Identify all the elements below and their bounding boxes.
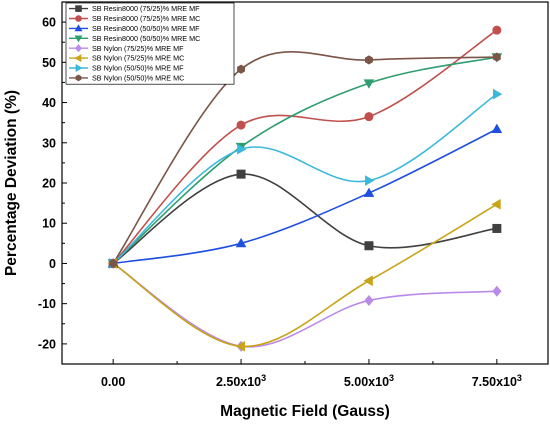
data-point bbox=[237, 143, 247, 155]
legend-label: SB Nylon (50/50)% MRE MF bbox=[92, 64, 184, 73]
series-markers-5 bbox=[108, 257, 502, 352]
x-tick-label: 7.50x103 bbox=[472, 373, 522, 389]
y-tick-label: 40 bbox=[42, 96, 56, 110]
series-4 bbox=[112, 56, 498, 265]
x-axis-title: Magnetic Field (Gauss) bbox=[220, 403, 390, 420]
data-point bbox=[236, 120, 246, 130]
series-line bbox=[112, 262, 497, 348]
legend-swatch-marker bbox=[75, 5, 82, 12]
y-tick-label: 0 bbox=[49, 257, 56, 271]
series-line bbox=[112, 93, 498, 265]
legend-swatch-marker bbox=[74, 24, 83, 32]
data-point bbox=[365, 55, 373, 65]
series-line bbox=[113, 128, 498, 265]
legend-label: SB Resin8000 (50/50)% MRE MF bbox=[92, 24, 200, 33]
legend-box bbox=[65, 2, 235, 85]
data-point bbox=[365, 175, 375, 186]
y-tick-label: 60 bbox=[42, 16, 56, 30]
data-point bbox=[235, 237, 247, 248]
series-line bbox=[112, 203, 498, 348]
series-7 bbox=[112, 93, 498, 265]
series-line bbox=[112, 29, 498, 264]
y-tick-label: 50 bbox=[42, 56, 56, 70]
legend-entry: SB Nylon (50/50)% MRE MC bbox=[69, 74, 184, 83]
legend-swatch-marker bbox=[75, 15, 82, 22]
legend-entry: SB Resin8000 (50/50)% MRE MC bbox=[69, 34, 200, 43]
data-point bbox=[492, 223, 502, 233]
data-point bbox=[491, 198, 501, 210]
data-point bbox=[237, 64, 245, 74]
legend-entry: SB Resin8000 (50/50)% MRE MF bbox=[69, 24, 200, 33]
legend-swatch-marker bbox=[75, 44, 82, 53]
legend-entry: SB Nylon (50/50)% MRE MF bbox=[69, 64, 184, 73]
data-point bbox=[235, 340, 245, 352]
data-point bbox=[491, 123, 503, 133]
x-tick-label: 5.00x103 bbox=[344, 373, 394, 389]
y-tick-label: -10 bbox=[38, 297, 56, 311]
series-2 bbox=[112, 29, 498, 264]
legend-label: SB Resin8000 (50/50)% MRE MC bbox=[92, 34, 200, 43]
y-axis-ticks: -20 -10 0 10 20 30 40 50 60 bbox=[38, 1, 67, 365]
series-line bbox=[112, 56, 498, 265]
data-point bbox=[492, 52, 501, 62]
legend-entry: SB Nylon (75/25)% MRE MF bbox=[69, 44, 184, 53]
series-5 bbox=[112, 262, 497, 348]
series-markers-6 bbox=[107, 198, 501, 352]
legend-swatch-marker bbox=[74, 54, 82, 63]
series-line bbox=[112, 51, 497, 264]
series-8 bbox=[112, 51, 497, 264]
series-1 bbox=[112, 173, 497, 265]
data-point bbox=[364, 241, 374, 251]
legend-label: SB Nylon (50/50)% MRE MC bbox=[92, 74, 184, 83]
series-markers-3 bbox=[107, 123, 503, 268]
legend-swatch-marker bbox=[75, 74, 82, 82]
data-point bbox=[236, 169, 246, 179]
y-tick-label: 30 bbox=[42, 136, 56, 150]
y-tick-label: 10 bbox=[42, 217, 56, 231]
y-tick-label: 20 bbox=[42, 177, 56, 191]
series-layer bbox=[107, 25, 503, 352]
data-point bbox=[492, 25, 502, 35]
legend-entry: SB Resin8000 (75/25)% MRE MC bbox=[69, 14, 200, 23]
data-point bbox=[363, 187, 375, 197]
data-point bbox=[492, 285, 502, 297]
y-axis-title: Percentage Deviation (%) bbox=[3, 90, 20, 276]
legend-label: SB Nylon (75/25)% MRE MC bbox=[92, 54, 184, 63]
series-3 bbox=[113, 128, 498, 265]
series-6 bbox=[112, 203, 498, 348]
x-tick-label: 0.00 bbox=[101, 375, 125, 389]
data-point bbox=[364, 112, 374, 122]
data-point bbox=[364, 294, 374, 306]
series-markers-1 bbox=[108, 169, 502, 268]
legend-swatch-marker bbox=[75, 64, 83, 72]
data-point bbox=[363, 79, 375, 89]
legend-entry: SB Nylon (75/25)% MRE MC bbox=[69, 54, 184, 63]
series-markers-4 bbox=[107, 53, 503, 269]
legend-label: SB Resin8000 (75/25)% MRE MC bbox=[92, 14, 200, 23]
legend-swatch-marker bbox=[74, 35, 83, 43]
y-tick-label: -20 bbox=[38, 337, 56, 351]
data-point bbox=[109, 258, 118, 268]
data-point bbox=[492, 88, 503, 100]
x-tick-label: 2.50x103 bbox=[216, 373, 266, 389]
x-axis-ticks: 0.00 2.50x103 5.00x103 7.50x103 bbox=[101, 359, 522, 389]
legend-entry: SB Resin8000 (75/25)% MRE MF bbox=[69, 4, 200, 13]
legend-label: SB Nylon (75/25)% MRE MF bbox=[92, 44, 184, 53]
legend-label: SB Resin8000 (75/25)% MRE MF bbox=[92, 4, 200, 13]
data-point bbox=[363, 275, 373, 287]
series-line bbox=[112, 173, 497, 265]
series-markers-8 bbox=[109, 52, 501, 268]
